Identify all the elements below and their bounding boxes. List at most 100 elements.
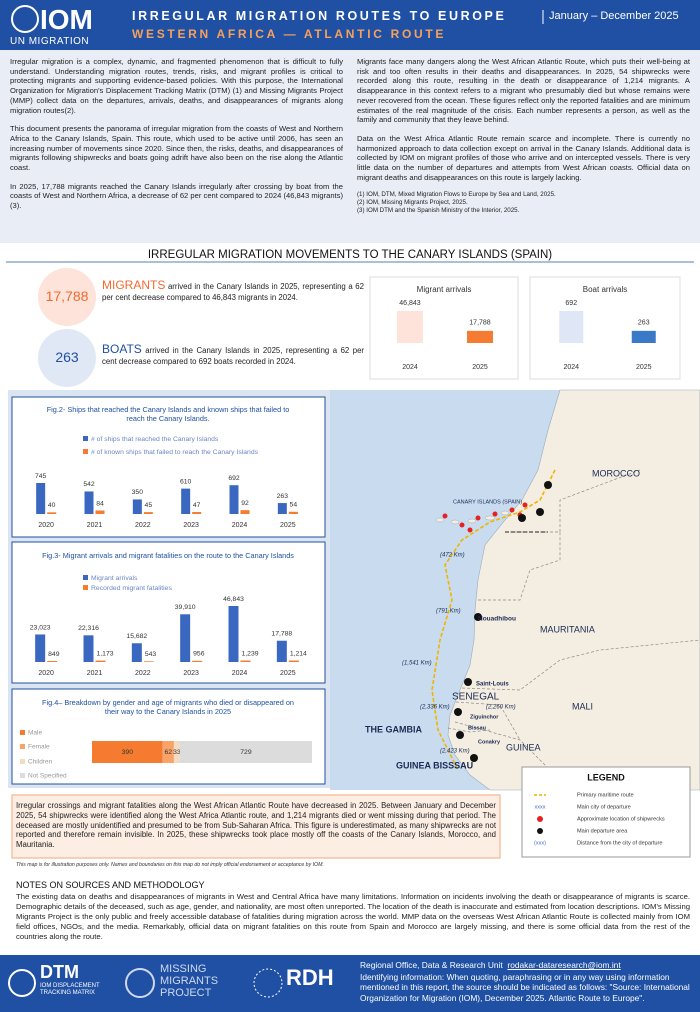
value-label: 47 — [193, 502, 201, 509]
kpi-circle — [38, 329, 96, 387]
map-land — [447, 389, 700, 791]
value-label: 729 — [240, 749, 252, 756]
bar — [132, 499, 142, 514]
kpi-label: BOATS — [102, 342, 142, 356]
category-label: 2023 — [183, 670, 199, 677]
value-label: 46,843 — [399, 300, 421, 307]
bar — [36, 483, 46, 514]
value-label: 40 — [48, 502, 56, 509]
legend-entry: Male — [28, 730, 42, 737]
map-label: (1,541 Km) — [402, 661, 432, 667]
kpi-text: MIGRANTS arrived in the Canary Islands i… — [102, 279, 364, 303]
value-label: 390 — [122, 749, 134, 756]
map-label: (2,336 Km) — [420, 705, 450, 711]
category-label: 2025 — [636, 364, 652, 371]
kpi-value: 263 — [55, 349, 79, 365]
value-label: 542 — [83, 481, 95, 488]
bar — [192, 512, 202, 514]
legend-entry: Main departure area — [577, 828, 628, 834]
value-label: 15,682 — [126, 633, 147, 640]
departure-areas — [454, 481, 552, 762]
intro-band — [0, 50, 700, 243]
value-label: 62 — [165, 749, 173, 756]
legend-swatch — [83, 436, 88, 441]
value-label: 17,788 — [271, 631, 292, 638]
bar — [467, 330, 493, 343]
bar — [192, 660, 203, 662]
map-label: GUINEA BISSSAU — [396, 760, 473, 770]
kpi-value: 17,788 — [45, 288, 89, 304]
legend-swatch — [83, 585, 88, 590]
intro-left: Irregular migration is a complex, dynami… — [10, 57, 343, 220]
legend-symbol: (xxx) — [534, 840, 546, 846]
legend-symbol — [537, 816, 543, 822]
legend-entry: Primary maritime route — [577, 792, 634, 798]
value-label: 692 — [565, 300, 577, 307]
bar — [95, 510, 105, 514]
value-label: 22,316 — [78, 625, 99, 632]
category-label: 2024 — [232, 522, 248, 529]
mini-chart-frame — [529, 276, 681, 380]
category-label: 2024 — [563, 364, 579, 371]
dtm-logo: DTM — [40, 962, 79, 982]
bar — [277, 503, 287, 514]
legend-title: LEGEND — [587, 772, 625, 782]
map-label: (2,423 Km) — [440, 749, 470, 755]
bar — [240, 660, 251, 662]
bar-segment — [92, 741, 163, 763]
paragraph: Irregular migration is a complex, dynami… — [10, 57, 343, 115]
email[interactable]: rodakar-dataresearch@iom.int — [507, 960, 621, 970]
map-label: SENEGAL — [452, 692, 500, 703]
bar — [240, 510, 250, 514]
paragraph: In 2025, 17,788 migrants reached the Can… — [10, 181, 343, 211]
bar — [631, 330, 656, 343]
summary-box — [11, 794, 501, 859]
value-label: 1,239 — [242, 650, 259, 657]
mini-chart-frame — [369, 276, 519, 380]
logo-text: IOM — [40, 4, 93, 35]
paragraph: This document presents the panorama of i… — [10, 124, 343, 173]
figure-title: Fig.2- Ships that reached the Canary Isl… — [46, 405, 290, 423]
disclaimer: This map is for illustration purposes on… — [16, 862, 324, 868]
category-label: 2022 — [135, 522, 151, 529]
bar-segment — [179, 741, 312, 763]
bar — [229, 485, 239, 514]
legend-swatch — [20, 730, 25, 735]
legend-entry: Main city of departure — [577, 804, 631, 810]
category-label: 2025 — [280, 522, 296, 529]
rdh-icon — [253, 968, 283, 998]
value-label: 1,214 — [290, 650, 307, 657]
mmp-logo: MISSING MIGRANTS PROJECT — [160, 963, 219, 999]
header-band — [0, 0, 700, 50]
value-label: 54 — [290, 502, 298, 509]
dtm-icon — [8, 969, 36, 997]
bar — [288, 511, 298, 514]
citation: Identifying information: When quoting, p… — [360, 971, 690, 1003]
value-label: 263 — [638, 320, 650, 327]
category-label: 2020 — [38, 522, 54, 529]
legend-entry: Migrant arrivals — [91, 575, 138, 582]
chart-title: Boat arrivals — [583, 285, 627, 294]
legend-swatch — [20, 744, 25, 749]
bar — [288, 660, 299, 662]
legend-swatch — [20, 773, 25, 778]
map-label: THE GAMBIA — [365, 724, 422, 734]
map-legend-box — [521, 766, 691, 858]
office: Regional Office, Data & Research Unit — [360, 960, 503, 970]
bar — [276, 640, 287, 662]
value-label: 1,173 — [97, 650, 114, 657]
bar — [397, 311, 423, 343]
legend-entry: Not Specified — [28, 773, 67, 780]
footnote: (3) IOM DTM and the Spanish Ministry of … — [357, 207, 520, 215]
category-label: 2020 — [38, 670, 54, 677]
map-label: (472 Km) — [440, 553, 465, 559]
value-label: 956 — [193, 651, 205, 658]
bar — [143, 512, 153, 514]
notes-text: The existing data on deaths and disappea… — [16, 892, 690, 941]
bar — [83, 635, 94, 662]
footnote: (2) IOM, Missing Migrants Project, 2025. — [357, 199, 468, 207]
legend-entry: Approximate location of shipwrecks — [577, 816, 665, 822]
bar — [559, 311, 584, 343]
